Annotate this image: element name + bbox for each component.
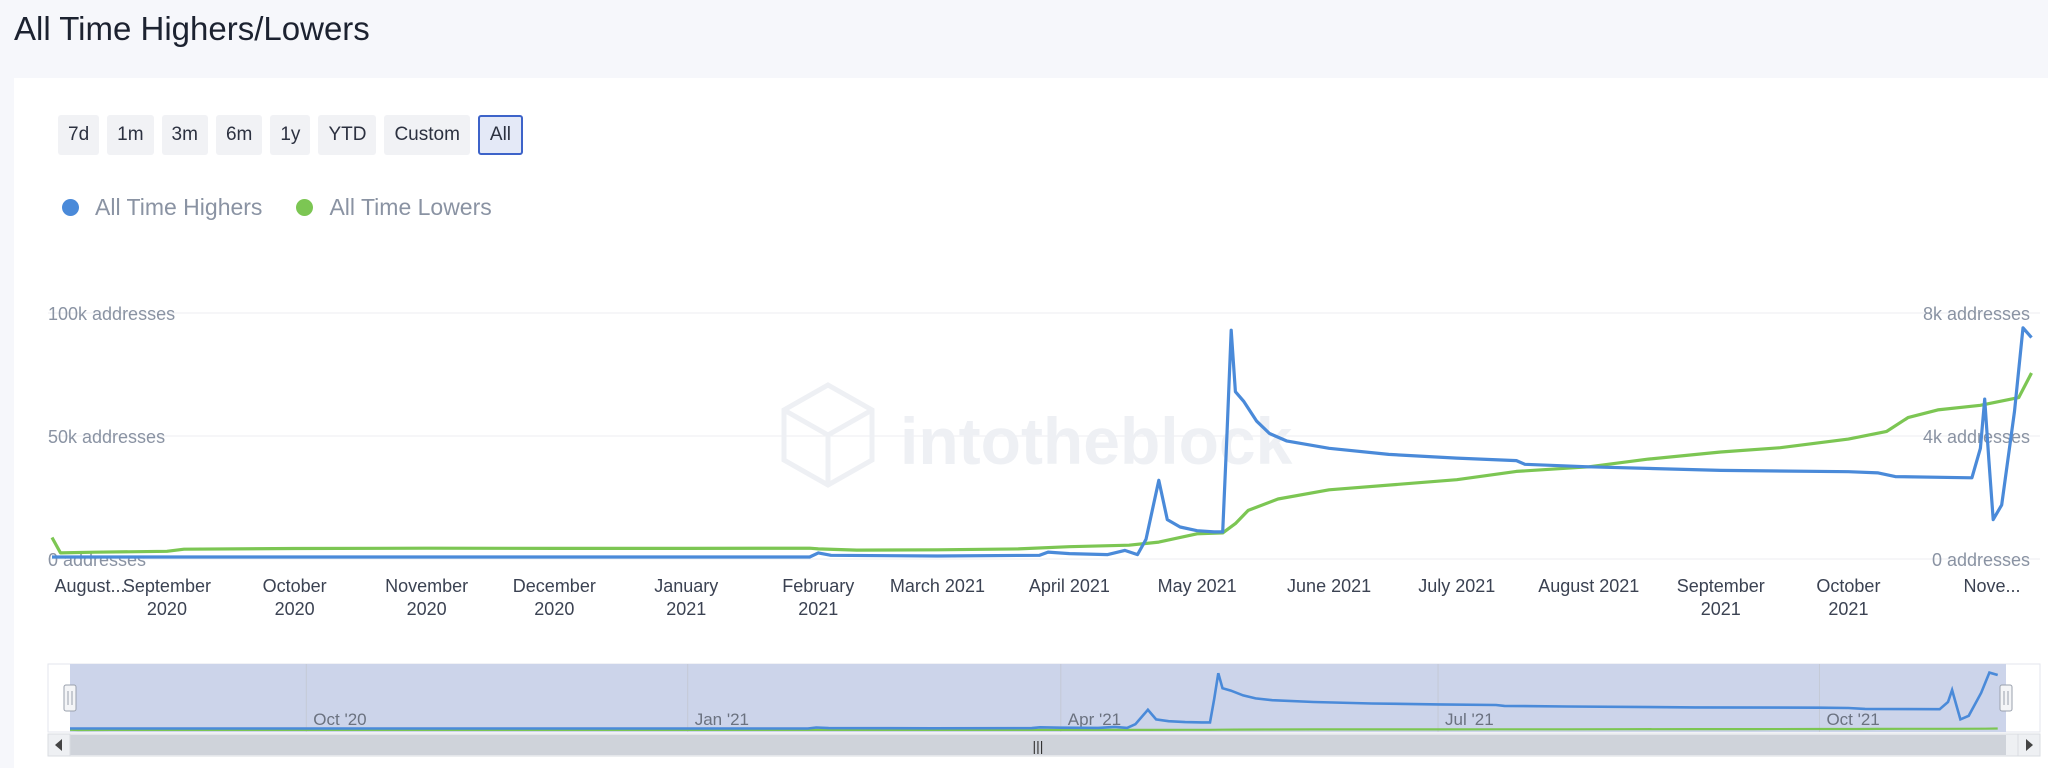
x-tick-label: February [782, 576, 854, 596]
y-right-tick-label: 0 addresses [1932, 550, 2030, 570]
navigator-selection-mask[interactable] [70, 664, 2006, 732]
x-tick-label: Nove... [1963, 576, 2020, 596]
y-left-tick-label: 50k addresses [48, 427, 165, 447]
x-tick-label: January [654, 576, 718, 596]
range-button-custom[interactable]: Custom [384, 115, 470, 155]
y-right-tick-label: 4k addresses [1923, 427, 2030, 447]
series-line-all-time-lowers [50, 372, 2033, 555]
chart-legend: All Time Highers All Time Lowers [62, 194, 492, 221]
navigator-handle-right[interactable] [1999, 684, 2013, 712]
x-tick-label: 2021 [798, 599, 838, 619]
x-tick-label: November [385, 576, 468, 596]
navigator-handle-left[interactable] [63, 684, 77, 712]
range-button-1m[interactable]: 1m [107, 115, 154, 155]
chart-panel: 7d 1m 3m 6m 1y YTD Custom All All Time Highers … [14, 78, 2048, 768]
legend-item-lowers[interactable]: All Time Lowers [296, 194, 492, 221]
y-left-tick-label: 0 addresses [48, 550, 146, 570]
range-button-ytd[interactable]: YTD [318, 115, 377, 155]
legend-dot-lowers [296, 199, 314, 216]
navigator-tick-label: Jul '21 [1445, 710, 1494, 729]
x-tick-label: August... [54, 576, 125, 596]
x-tick-label: October [1816, 576, 1880, 596]
navigator-series-highers [70, 671, 1999, 730]
x-tick-label: July 2021 [1418, 576, 1495, 596]
watermark-logo-icon-inner [782, 407, 874, 438]
legend-dot-highers [62, 199, 79, 216]
series-line-all-time-highers [52, 326, 2033, 559]
watermark-text: intotheblock [900, 404, 1293, 478]
x-tick-label: March 2021 [890, 576, 985, 596]
x-tick-label: April 2021 [1029, 576, 1110, 596]
x-tick-label: 2020 [275, 599, 315, 619]
range-button-3m[interactable]: 3m [161, 115, 208, 155]
scroll-right-arrow-icon[interactable] [2026, 739, 2033, 751]
x-tick-label: September [1677, 576, 1765, 596]
scrollbar-grip-icon: ||| [1033, 738, 1044, 754]
navigator-tick-label: Oct '21 [1826, 710, 1879, 729]
legend-label-highers: All Time Highers [95, 194, 263, 220]
range-button-6m[interactable]: 6m [215, 115, 263, 155]
x-tick-label: September [123, 576, 211, 596]
scrollbar-thumb[interactable] [70, 735, 2006, 755]
page-title: All Time Highers/Lowers [14, 10, 370, 47]
x-tick-label: 2021 [1828, 599, 1868, 619]
x-tick-label: 2020 [534, 599, 574, 619]
legend-item-highers[interactable]: All Time Highers [62, 194, 262, 221]
range-button-all[interactable]: All [477, 115, 524, 155]
range-selector: 7d 1m 3m 6m 1y YTD Custom All [58, 115, 524, 155]
range-button-7d[interactable]: 7d [58, 115, 100, 155]
x-tick-label: 2020 [407, 599, 447, 619]
x-tick-label: 2021 [1701, 599, 1741, 619]
scroll-left-arrow-icon[interactable] [55, 739, 62, 751]
x-tick-label: June 2021 [1287, 576, 1371, 596]
x-tick-label: December [513, 576, 596, 596]
navigator-tick-label: Jan '21 [695, 710, 749, 729]
range-button-1y[interactable]: 1y [270, 115, 311, 155]
legend-label-lowers: All Time Lowers [329, 194, 492, 220]
x-tick-label: August 2021 [1538, 576, 1639, 596]
navigator-tick-label: Oct '20 [313, 710, 366, 729]
navigator-tick-label: Apr '21 [1068, 710, 1121, 729]
x-tick-label: May 2021 [1158, 576, 1237, 596]
x-tick-label: October [263, 576, 327, 596]
navigator-series-lowers [69, 727, 1998, 732]
x-tick-label: 2021 [666, 599, 706, 619]
y-right-tick-label: 8k addresses [1923, 304, 2030, 324]
x-tick-label: 2020 [147, 599, 187, 619]
y-left-tick-label: 100k addresses [48, 304, 175, 324]
